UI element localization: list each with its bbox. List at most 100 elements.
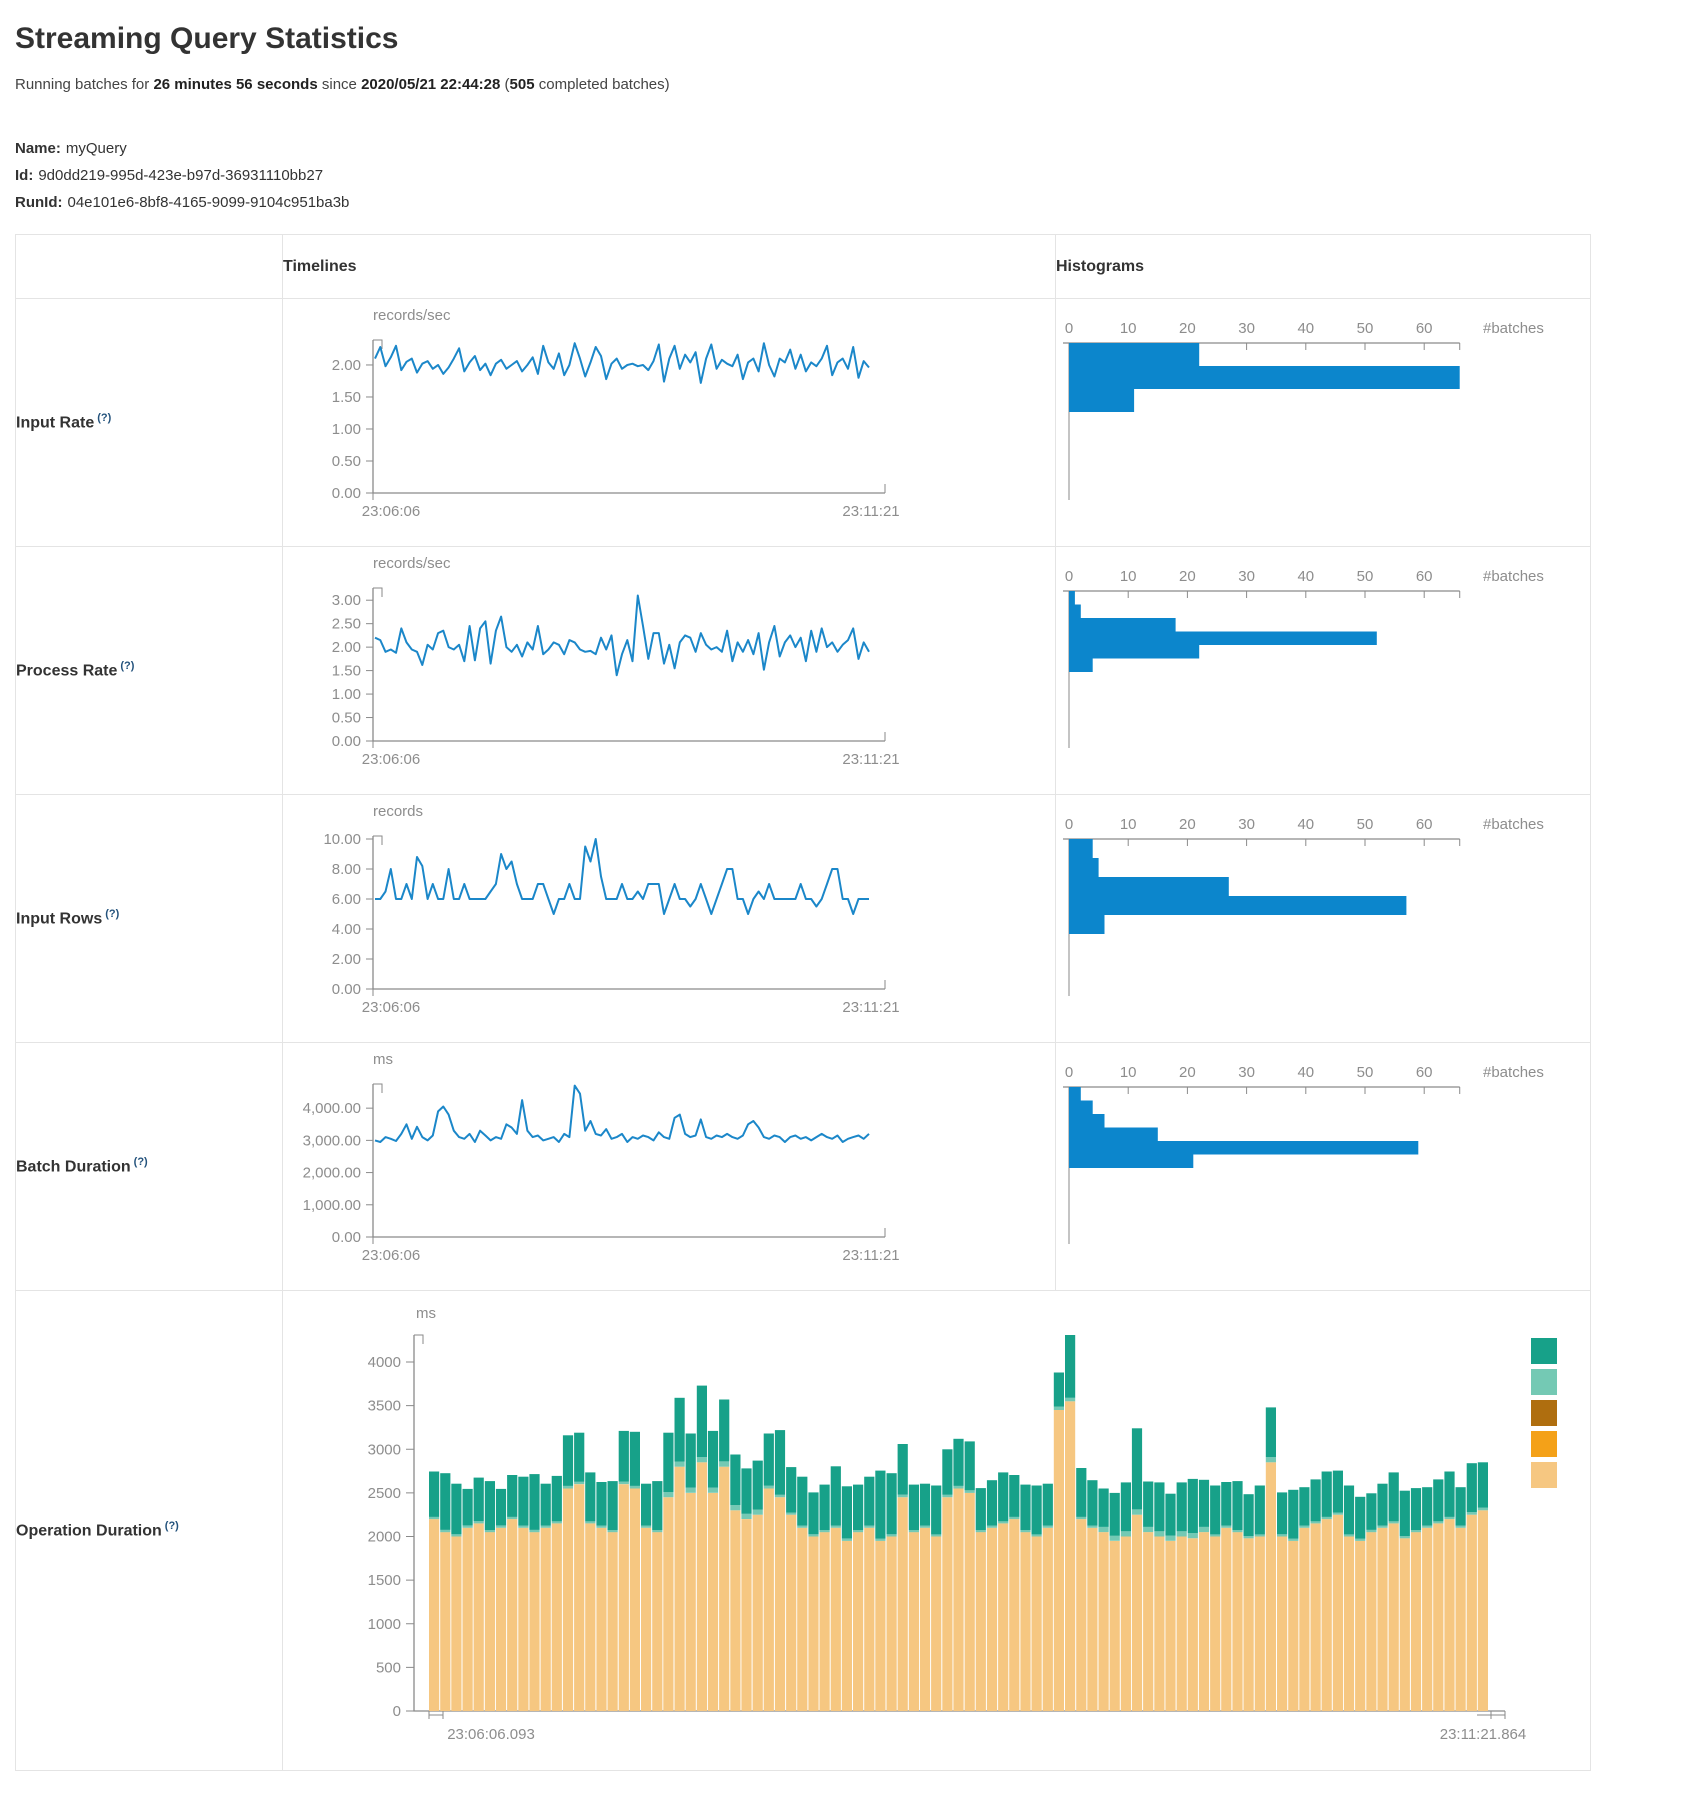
input-rows-timeline-cell: records 10.00 8.00 6.00 4.00 2.00 0.00 23:06:06… [282,794,1056,1043]
svg-text:30: 30 [1238,320,1255,337]
svg-text:40: 40 [1297,568,1314,585]
runid-label: RunId: [15,194,63,211]
svg-text:40: 40 [1297,816,1314,833]
svg-text:0: 0 [1065,320,1073,337]
operation-duration-stacked-chart: ms 4000 3500 3000 2500 2000 1500 1000 500 0 23:06:… [368,1305,1557,1743]
completed-count: 505 [509,76,535,93]
svg-text:ms: ms [416,1305,436,1322]
svg-text:23:06:06.093: 23:06:06.093 [447,1726,535,1743]
process-rate-timeline-cell: records/sec 3.00 2.50 2.00 1.50 1.00 0.50 0.00 2… [282,546,1056,795]
row-label-operation-duration: Operation Duration (?) [15,1290,283,1771]
svg-text:23:11:21: 23:11:21 [842,1247,899,1264]
svg-text:4.00: 4.00 [332,921,361,938]
operation-duration-chart-cell: ms 4000 3500 3000 2500 2000 1500 1000 500 0 23:06:… [282,1290,1591,1771]
statistics-table: Timelines Histograms Input Rate (?) recor… [15,234,1591,1771]
name-label: Name: [15,140,61,157]
process-rate-histogram-cell: 0 10 20 30 40 50 60 #batches [1055,546,1591,795]
svg-text:#batches: #batches [1483,320,1544,337]
svg-text:1.50: 1.50 [332,662,361,679]
batch-duration-histogram-chart: 0 10 20 30 40 50 60 #batches [1063,1064,1544,1244]
svg-text:40: 40 [1297,320,1314,337]
svg-text:20: 20 [1179,568,1196,585]
table-header-row: Timelines Histograms [15,234,1591,299]
svg-text:23:06:06: 23:06:06 [362,1247,420,1264]
svg-text:2.00: 2.00 [332,356,361,373]
svg-text:60: 60 [1416,816,1433,833]
running-prefix: Running batches for [15,76,150,93]
svg-text:1.00: 1.00 [332,420,361,437]
start-time: 2020/05/21 22:44:28 [361,76,501,93]
svg-text:10: 10 [1120,320,1137,337]
svg-text:0: 0 [1065,568,1073,585]
name-value: myQuery [65,140,127,157]
svg-text:30: 30 [1238,1064,1255,1081]
svg-text:0.00: 0.00 [332,733,361,750]
input-rows-help-icon[interactable]: (?) [105,908,120,921]
svg-text:4,000.00: 4,000.00 [303,1100,361,1117]
input-rate-help-icon[interactable]: (?) [97,412,112,425]
svg-text:23:06:06: 23:06:06 [362,503,420,520]
svg-text:60: 60 [1416,568,1433,585]
svg-text:records/sec: records/sec [373,555,451,572]
query-name-row: Name: myQuery [15,135,1693,162]
svg-text:30: 30 [1238,568,1255,585]
svg-text:3500: 3500 [368,1397,401,1414]
input-rate-histogram-cell: 0 10 20 30 40 50 60 #batches [1055,298,1591,547]
query-id-row: Id: 9d0dd219-995d-423e-b97d-36931110bb27 [15,162,1693,189]
process-rate-help-icon[interactable]: (?) [120,660,135,673]
svg-text:0.00: 0.00 [332,1229,361,1246]
svg-text:60: 60 [1416,1064,1433,1081]
row-label-batch-duration: Batch Duration (?) [15,1042,283,1291]
svg-text:20: 20 [1179,816,1196,833]
svg-text:2.00: 2.00 [332,639,361,656]
svg-text:records/sec: records/sec [373,307,451,324]
row-label-process-rate: Process Rate (?) [15,546,283,795]
svg-text:3000: 3000 [368,1441,401,1458]
svg-text:10: 10 [1120,1064,1137,1081]
running-batches-summary: Running batches for 26 minutes 56 second… [15,76,1693,93]
row-label-input-rows: Input Rows (?) [15,794,283,1043]
svg-text:0.50: 0.50 [332,709,361,726]
svg-text:0.50: 0.50 [332,452,361,469]
svg-text:8.00: 8.00 [332,861,361,878]
svg-text:23:11:21: 23:11:21 [842,503,899,520]
svg-text:1000: 1000 [368,1615,401,1632]
table-row: Operation Duration (?) ms 4000 3500 3000 2500… [15,1290,1591,1771]
svg-text:1500: 1500 [368,1572,401,1589]
process-rate-histogram-chart: 0 10 20 30 40 50 60 #batches [1063,568,1544,748]
svg-text:0: 0 [1065,1064,1073,1081]
svg-text:4000: 4000 [368,1354,401,1371]
open-paren: ( [504,76,510,93]
page-title: Streaming Query Statistics [15,22,399,55]
batch-duration-histogram-cell: 0 10 20 30 40 50 60 #batches [1055,1042,1591,1291]
svg-text:50: 50 [1357,816,1374,833]
running-duration: 26 minutes 56 seconds [153,76,318,93]
operation-duration-help-icon[interactable]: (?) [164,1520,179,1533]
batch-duration-help-icon[interactable]: (?) [133,1156,148,1169]
svg-text:0: 0 [393,1703,401,1720]
svg-text:1.50: 1.50 [332,388,361,405]
svg-text:23:11:21: 23:11:21 [842,751,899,768]
svg-text:2500: 2500 [368,1484,401,1501]
svg-text:6.00: 6.00 [332,891,361,908]
svg-text:#batches: #batches [1483,568,1544,585]
svg-text:10: 10 [1120,568,1137,585]
batch-duration-timeline-cell: ms 4,000.00 3,000.00 2,000.00 1,000.00 0.00 23… [282,1042,1056,1291]
svg-text:ms: ms [373,1051,393,1068]
id-value: 9d0dd219-995d-423e-b97d-36931110bb27 [38,167,324,184]
input-rate-histogram-chart: 0 10 20 30 40 50 60 #batches [1063,320,1544,500]
runid-value: 04e101e6-8bf8-4165-9099-9104c951ba3b [67,194,350,211]
svg-text:#batches: #batches [1483,816,1544,833]
table-row: Batch Duration (?) ms 4,000.00 3,000.00 2,00… [15,1042,1591,1291]
svg-text:2000: 2000 [368,1528,401,1545]
svg-text:#batches: #batches [1483,1064,1544,1081]
svg-text:20: 20 [1179,1064,1196,1081]
svg-text:40: 40 [1297,1064,1314,1081]
batch-duration-timeline-chart: ms4,000.003,000.002,000.001,000.000.0023… [303,1051,900,1264]
input-rate-timeline-cell: records/sec 2.00 1.50 1.00 0.50 0.00 23:06:06 2… [282,298,1056,547]
svg-text:23:11:21: 23:11:21 [842,999,899,1016]
completed-suffix: completed batches) [538,76,670,93]
svg-text:10: 10 [1120,816,1137,833]
